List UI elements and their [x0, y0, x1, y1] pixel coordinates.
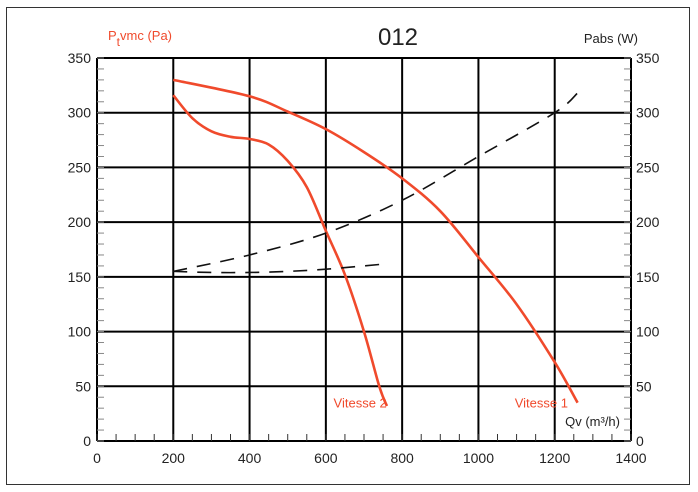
grid — [96, 57, 632, 442]
x-tick-label: 1400 — [615, 450, 646, 466]
curve-annotation: Vitesse 1 — [515, 396, 568, 411]
y-axis-left-label: Ptvmc (Pa) — [108, 28, 172, 49]
x-tick-label: 600 — [314, 450, 338, 466]
y-right-tick-label: 250 — [636, 159, 660, 175]
x-tick-label: 800 — [390, 450, 414, 466]
curve-annotation: Vitesse 2 — [334, 396, 387, 411]
y-left-main: vmc (Pa) — [120, 28, 172, 43]
y-left-tick-label: 0 — [83, 433, 91, 449]
y-axis-right-label: Pabs (W) — [584, 31, 638, 46]
x-tick-label: 0 — [93, 450, 101, 466]
x-tick-label: 200 — [162, 450, 186, 466]
pressure-curve-vitesse-1 — [173, 78, 579, 404]
x-tick-label: 400 — [238, 450, 262, 466]
y-left-tick-label: 50 — [75, 378, 91, 394]
y-right-tick-label: 50 — [636, 378, 652, 394]
y-right-tick-label: 200 — [636, 214, 660, 230]
y-right-tick-label: 350 — [636, 50, 660, 66]
power-curve-dashed — [173, 92, 579, 273]
x-tick-label: 1000 — [463, 450, 494, 466]
y-right-tick-label: 300 — [636, 105, 660, 121]
minor-ticks — [96, 57, 632, 442]
y-left-sub: t — [117, 35, 121, 49]
series-group — [172, 78, 579, 407]
y-left-tick-label: 200 — [68, 214, 92, 230]
x-axis-label: Qv (m³/h) — [565, 414, 620, 429]
chart-title: 012 — [378, 24, 418, 51]
y-right-tick-label: 100 — [636, 324, 660, 340]
y-right-tick-label: 150 — [636, 269, 660, 285]
chart-frame — [6, 7, 690, 485]
y-left-tick-label: 250 — [68, 159, 92, 175]
pressure-curve-vitesse-2 — [172, 94, 389, 407]
y-left-tick-label: 150 — [68, 269, 92, 285]
y-right-tick-label: 0 — [636, 433, 644, 449]
y-left-tick-label: 350 — [68, 50, 92, 66]
y-left-tick-label: 300 — [68, 105, 92, 121]
y-left-prefix: P — [108, 28, 117, 43]
y-left-tick-label: 100 — [68, 324, 92, 340]
x-tick-label: 1200 — [539, 450, 570, 466]
